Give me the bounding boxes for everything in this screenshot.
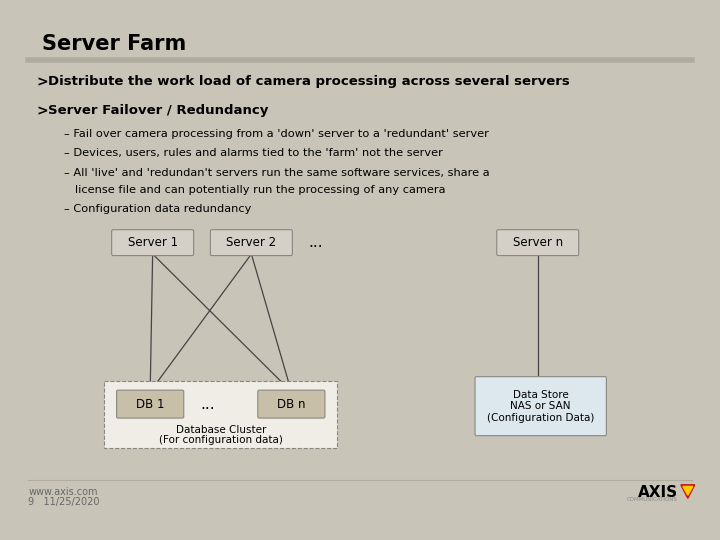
Text: Database Cluster: Database Cluster <box>176 425 266 435</box>
Text: DB n: DB n <box>277 397 305 410</box>
Text: license file and can potentially run the processing of any camera: license file and can potentially run the… <box>64 185 445 195</box>
Text: – Configuration data redundancy: – Configuration data redundancy <box>64 204 251 214</box>
FancyBboxPatch shape <box>210 230 292 255</box>
Text: ...: ... <box>308 235 323 250</box>
Text: (For configuration data): (For configuration data) <box>159 435 283 445</box>
FancyBboxPatch shape <box>475 377 606 436</box>
Text: www.axis.com: www.axis.com <box>28 487 98 497</box>
FancyBboxPatch shape <box>112 230 194 255</box>
Text: – Fail over camera processing from a 'down' server to a 'redundant' server: – Fail over camera processing from a 'do… <box>64 129 489 139</box>
Text: ...: ... <box>201 396 215 411</box>
FancyBboxPatch shape <box>104 381 337 448</box>
Polygon shape <box>683 487 693 495</box>
Text: Data Store
NAS or SAN
(Configuration Data): Data Store NAS or SAN (Configuration Dat… <box>487 389 595 423</box>
Text: COMMUNICATIONS: COMMUNICATIONS <box>627 497 678 502</box>
Text: 9   11/25/2020: 9 11/25/2020 <box>28 497 100 507</box>
Text: Server 1: Server 1 <box>127 236 178 249</box>
Text: AXIS: AXIS <box>638 485 678 500</box>
Text: DB 1: DB 1 <box>136 397 164 410</box>
FancyBboxPatch shape <box>117 390 184 418</box>
Text: Server Failover / Redundancy: Server Failover / Redundancy <box>48 104 269 117</box>
Text: Distribute the work load of camera processing across several servers: Distribute the work load of camera proce… <box>48 75 570 88</box>
Text: Server n: Server n <box>513 236 563 249</box>
FancyBboxPatch shape <box>258 390 325 418</box>
Text: Server Farm: Server Farm <box>42 33 186 53</box>
FancyBboxPatch shape <box>497 230 579 255</box>
Text: Server 2: Server 2 <box>226 236 276 249</box>
Text: – All 'live' and 'redundan't servers run the same software services, share a: – All 'live' and 'redundan't servers run… <box>64 168 490 178</box>
Text: >: > <box>36 104 48 118</box>
Polygon shape <box>681 485 695 498</box>
Text: – Devices, users, rules and alarms tied to the 'farm' not the server: – Devices, users, rules and alarms tied … <box>64 148 443 158</box>
Text: >: > <box>36 75 48 89</box>
